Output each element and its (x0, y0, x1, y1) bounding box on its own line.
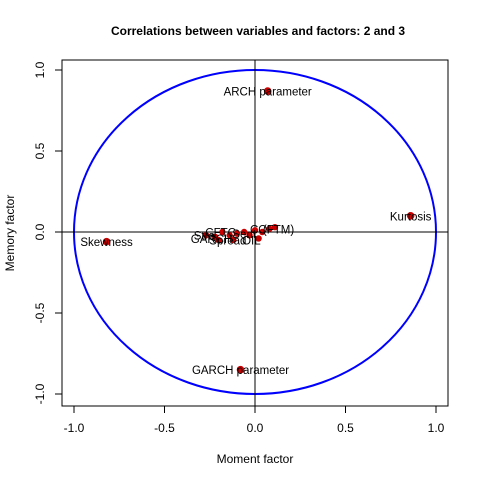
points-layer (102, 87, 415, 374)
chart-title: Correlations between variables and facto… (111, 24, 405, 38)
point-label: ARCH parameter (224, 87, 312, 99)
x-tick-label: 0.0 (247, 421, 264, 435)
y-tick-label: 0.0 (33, 223, 47, 240)
cluster-point-label: CFTC (205, 228, 236, 240)
y-tick-label: 1.0 (33, 61, 47, 78)
cluster-point (246, 232, 253, 239)
labeled-point (406, 212, 415, 220)
cluster-point-label: Stra (194, 231, 216, 243)
x-tick-label: 1.0 (428, 421, 445, 435)
cluster-point (230, 236, 237, 244)
cluster-point (240, 228, 248, 236)
y-axis-label: Memory factor (3, 195, 17, 272)
labeled-point (263, 87, 272, 95)
cluster-point (266, 225, 273, 232)
cluster-point-label: Spread (209, 236, 246, 248)
cluster-point (202, 232, 210, 239)
cluster-point (219, 228, 226, 236)
cluster-point-label: (FTM) (263, 224, 294, 236)
cluster-point (255, 235, 262, 242)
point-label: GARCH parameter (192, 365, 289, 377)
point-label: Kurtosis (390, 211, 432, 223)
tick-layer: -1.0 -0.5 0.0 0.5 1.0 -1.0 -0.5 0.0 0.5 1.0 (33, 61, 445, 435)
labels-layer: ARCH parameter Kurtosis Skewness GARCH para… (80, 87, 431, 378)
cluster-point-label: Sent (232, 229, 256, 241)
cluster-point-label: GARCH (191, 234, 233, 246)
cluster-point (251, 227, 259, 234)
cluster-point-label: OIL (242, 236, 261, 248)
labeled-point (236, 365, 245, 374)
x-axis-label: Moment factor (217, 452, 294, 466)
cluster-point (271, 223, 279, 231)
cluster-point (215, 236, 222, 244)
cluster-point-label: CO (250, 224, 267, 236)
cluster-point (259, 228, 266, 236)
y-tick-label: -0.5 (33, 302, 47, 323)
x-tick-label: -0.5 (154, 421, 175, 435)
x-tick-label: 0.5 (337, 421, 354, 435)
cluster-point (226, 232, 233, 239)
x-tick-label: -1.0 (64, 421, 85, 435)
cluster-point (233, 230, 241, 237)
y-tick-label: -1.0 (33, 383, 47, 404)
y-tick-label: 0.5 (33, 142, 47, 159)
point-label: Skewness (80, 237, 133, 249)
labeled-point (102, 237, 111, 246)
